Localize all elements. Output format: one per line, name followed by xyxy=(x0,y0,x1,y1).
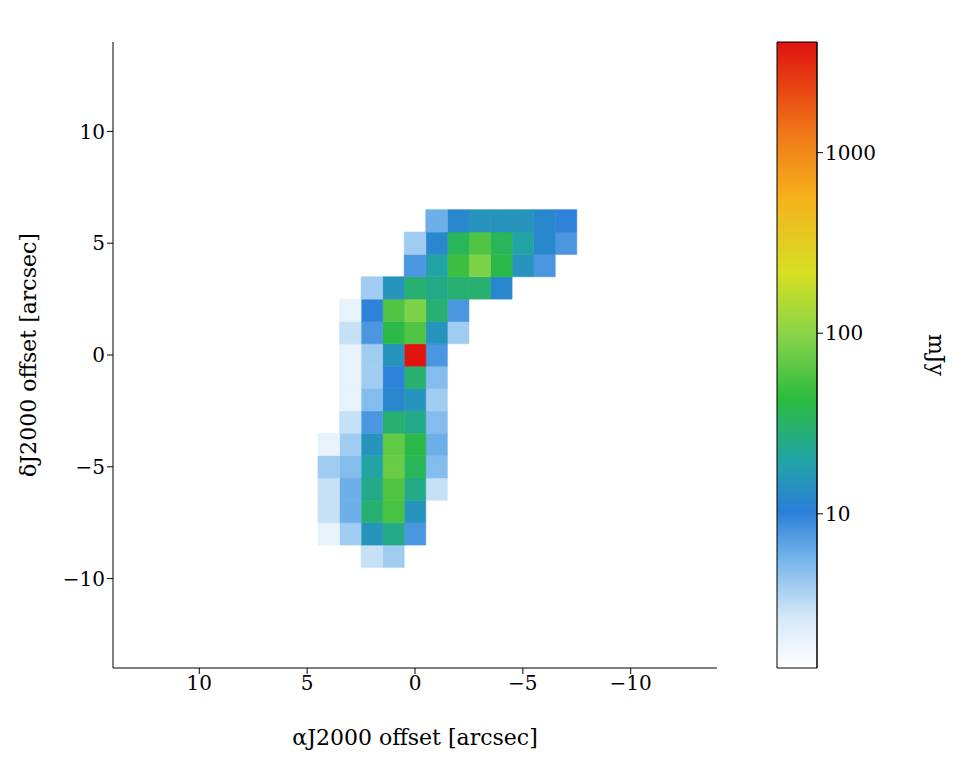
svg-text:10: 10 xyxy=(80,120,105,144)
svg-text:0: 0 xyxy=(92,343,105,367)
svg-text:100: 100 xyxy=(825,321,863,345)
svg-text:1000: 1000 xyxy=(825,141,876,165)
svg-text:αJ2000 offset [arcsec]: αJ2000 offset [arcsec] xyxy=(292,725,537,750)
svg-text:mJy: mJy xyxy=(924,334,949,377)
svg-text:0: 0 xyxy=(409,671,422,695)
svg-text:5: 5 xyxy=(92,231,105,255)
svg-text:5: 5 xyxy=(301,671,314,695)
svg-text:−10: −10 xyxy=(610,671,652,695)
svg-text:10: 10 xyxy=(187,671,212,695)
svg-text:δJ2000 offset [arcsec]: δJ2000 offset [arcsec] xyxy=(16,233,41,477)
svg-text:−10: −10 xyxy=(63,567,105,591)
svg-text:−5: −5 xyxy=(508,671,537,695)
svg-text:−5: −5 xyxy=(76,455,105,479)
svg-text:10: 10 xyxy=(825,502,850,526)
